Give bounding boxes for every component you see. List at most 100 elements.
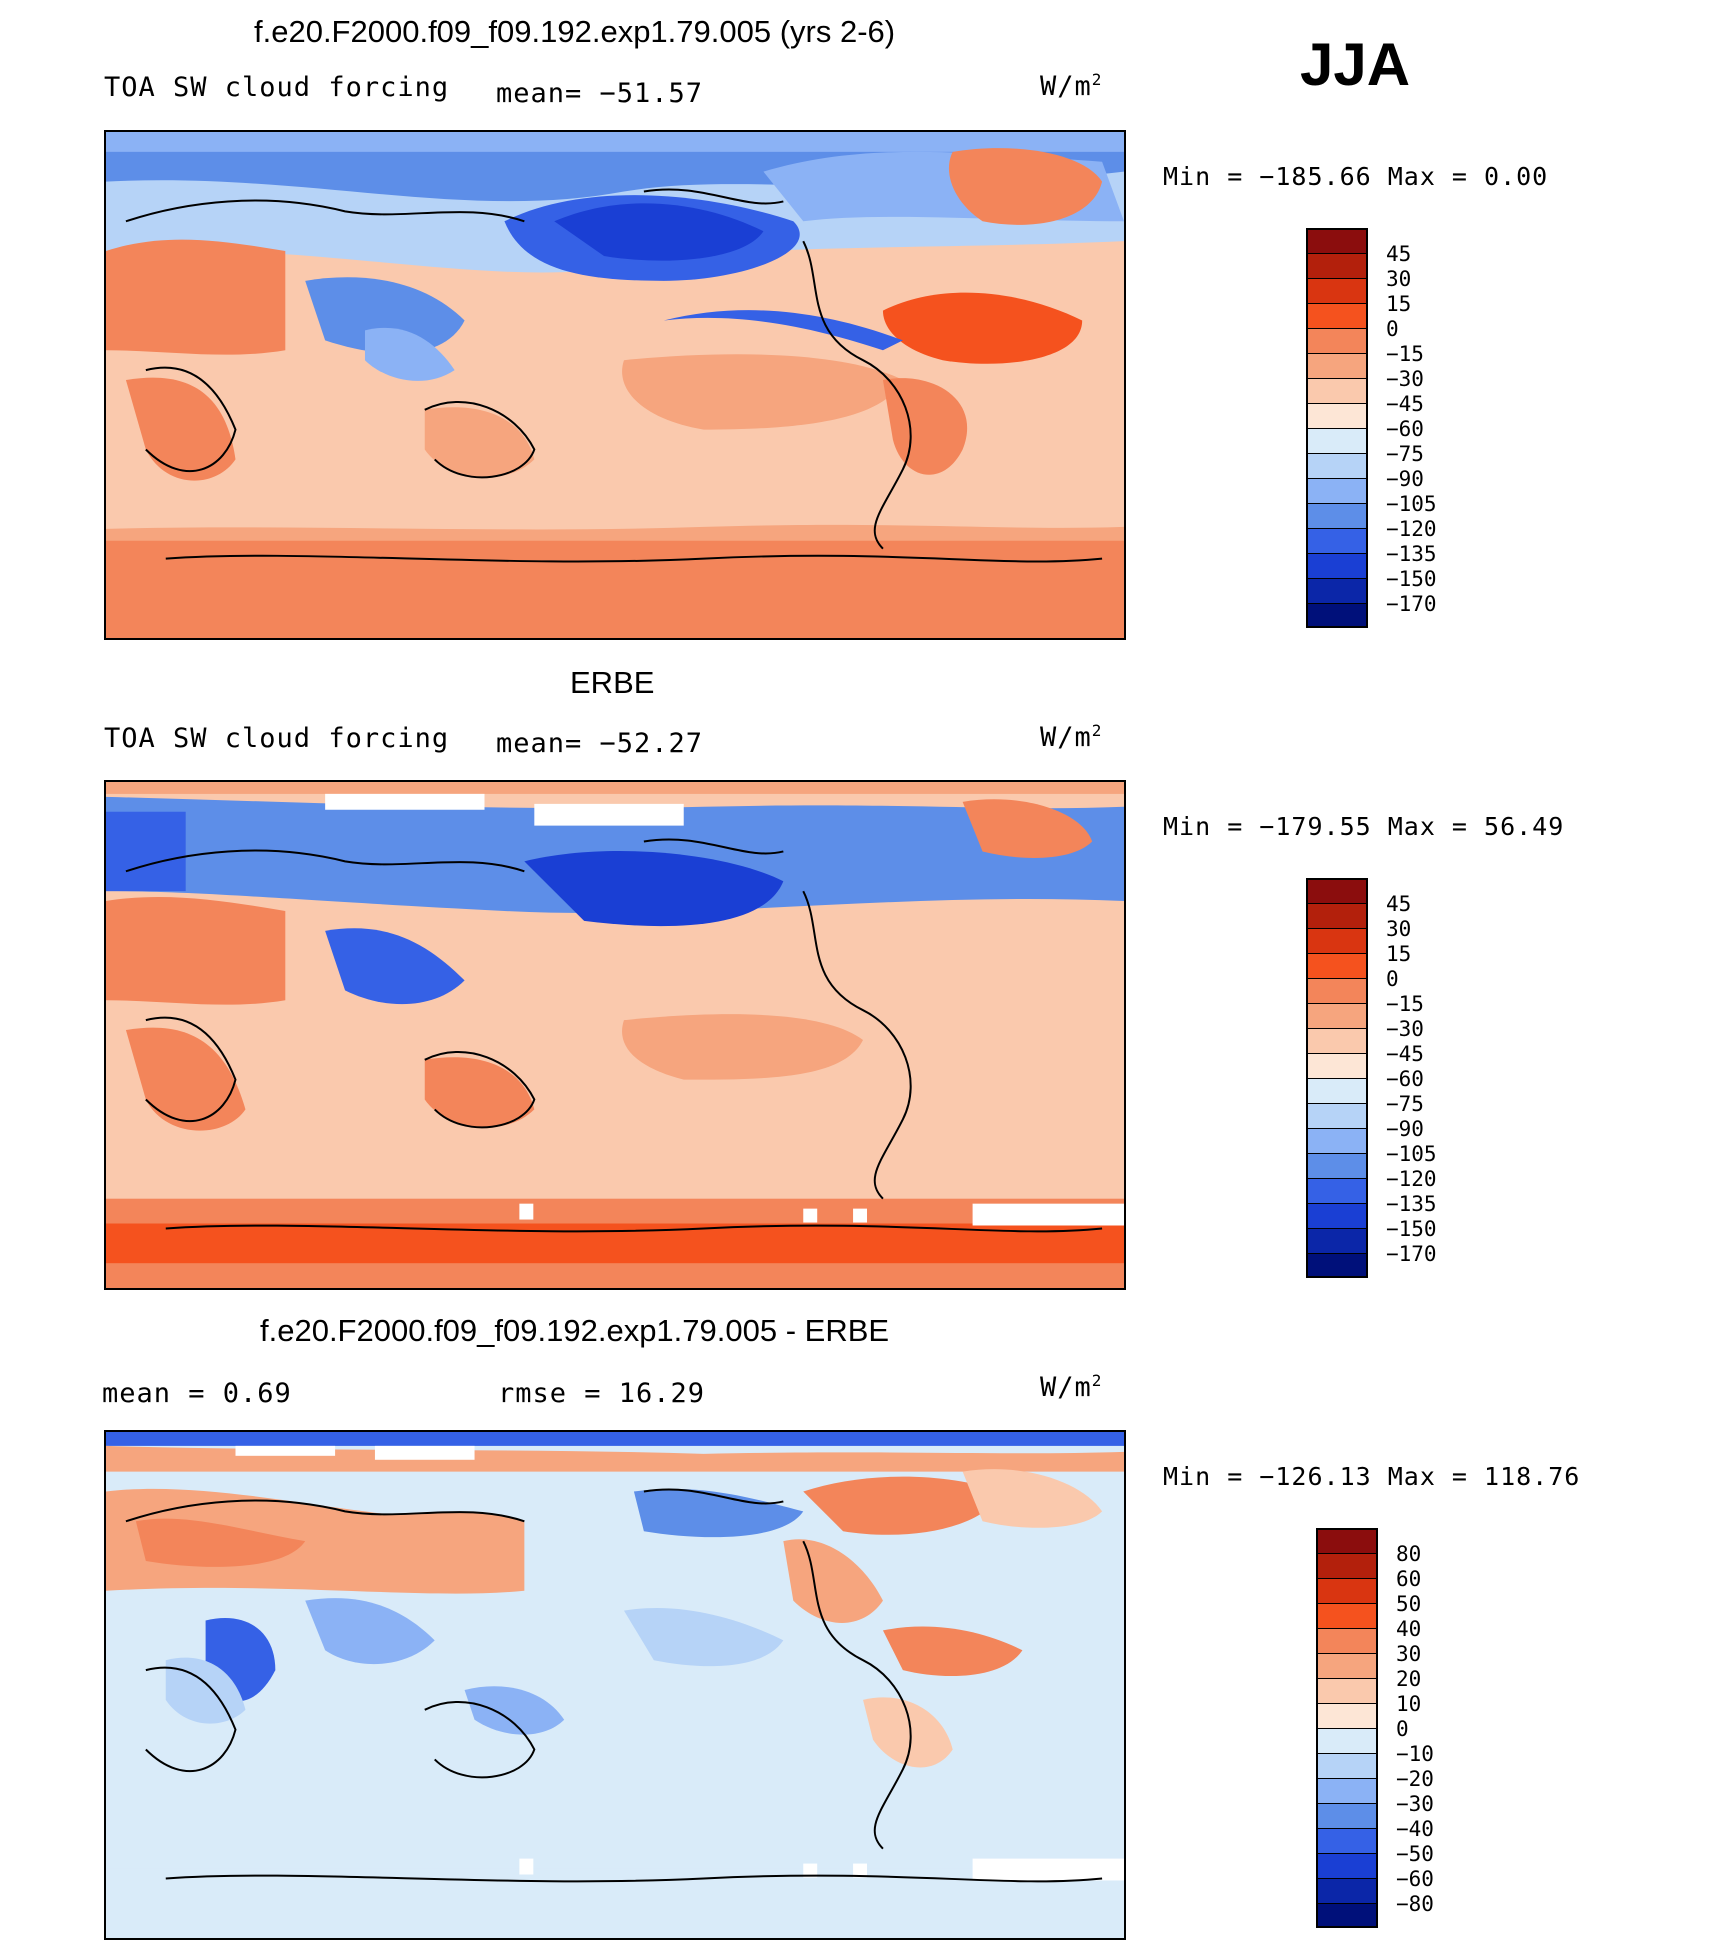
colorbar-swatch: [1306, 278, 1368, 303]
colorbar-tick-label: −90: [1386, 1117, 1424, 1141]
panel-1-minmax: Min = −185.66 Max = 0.00: [1163, 162, 1549, 191]
colorbar-tick-label: −105: [1386, 492, 1437, 516]
panel-2-variable-label: TOA SW cloud forcing: [104, 723, 450, 754]
colorbar-tick-label: −120: [1386, 1167, 1437, 1191]
colorbar-swatch: [1306, 428, 1368, 453]
panel-3-mean-label: mean = 0.69: [102, 1378, 292, 1409]
colorbar-swatch: [1306, 1128, 1368, 1153]
colorbar-tick-label: −75: [1386, 1092, 1424, 1116]
colorbar-swatch: [1306, 878, 1368, 903]
colorbar-swatch: [1306, 1153, 1368, 1178]
colorbar-tick-label: −75: [1386, 442, 1424, 466]
colorbar-tick-label: −20: [1396, 1767, 1434, 1791]
panel-1-title: f.e20.F2000.f09_f09.192.exp1.79.005 (yrs…: [254, 14, 896, 49]
colorbar-tick-label: 30: [1386, 917, 1412, 941]
panel-1-units: W/m2: [1040, 70, 1102, 102]
colorbar-swatch: [1316, 1578, 1378, 1603]
colorbar-tick-label: −60: [1396, 1867, 1434, 1891]
colorbar-tick-label: 30: [1386, 267, 1412, 291]
colorbar-tick-label: 10: [1396, 1692, 1422, 1716]
colorbar-tick-label: −150: [1386, 1217, 1437, 1241]
panel-2-mean-label: mean= −52.27: [496, 728, 704, 759]
panel-2-units: W/m2: [1040, 721, 1102, 753]
colorbar-swatch: [1306, 503, 1368, 528]
colorbar-swatch: [1316, 1653, 1378, 1678]
colorbar-tick-label: 0: [1386, 967, 1399, 991]
colorbar-tick-label: 30: [1396, 1642, 1422, 1666]
colorbar-swatch: [1316, 1828, 1378, 1853]
colorbar-swatch: [1306, 1028, 1368, 1053]
panel-3-map: [104, 1430, 1126, 1940]
colorbar-swatch: [1316, 1603, 1378, 1628]
colorbar-swatch: [1306, 403, 1368, 428]
colorbar-tick-label: 15: [1386, 942, 1412, 966]
colorbar-swatch: [1306, 1078, 1368, 1103]
colorbar-tick-label: −30: [1386, 367, 1424, 391]
colorbar-tick-label: −40: [1396, 1817, 1434, 1841]
colorbar-swatch: [1306, 378, 1368, 403]
colorbar-tick-label: −135: [1386, 542, 1437, 566]
colorbar-tick-label: −45: [1386, 1042, 1424, 1066]
colorbar-swatch: [1316, 1528, 1378, 1553]
colorbar-swatch: [1316, 1778, 1378, 1803]
panel-3-units: W/m2: [1040, 1371, 1102, 1403]
colorbar-tick-label: 0: [1386, 317, 1399, 341]
colorbar-swatch: [1316, 1878, 1378, 1903]
colorbar-swatch: [1316, 1553, 1378, 1578]
colorbar-swatch: [1306, 903, 1368, 928]
colorbar-tick-label: 45: [1386, 242, 1412, 266]
panel-1-units-base: W/m: [1040, 71, 1092, 102]
colorbar-swatch: [1306, 1053, 1368, 1078]
colorbar-swatch: [1316, 1703, 1378, 1728]
colorbar-tick-label: −50: [1396, 1842, 1434, 1866]
colorbar-swatch: [1316, 1803, 1378, 1828]
colorbar-swatch: [1306, 328, 1368, 353]
colorbar-swatch: [1306, 228, 1368, 253]
colorbar-tick-label: −170: [1386, 592, 1437, 616]
colorbar-swatch: [1306, 303, 1368, 328]
panel-2-title: ERBE: [570, 665, 655, 700]
panel-2-units-exp: 2: [1091, 721, 1103, 740]
colorbar-tick-label: −30: [1386, 1017, 1424, 1041]
colorbar-tick-label: −45: [1386, 392, 1424, 416]
panel-2-units-base: W/m: [1040, 722, 1092, 753]
panel-1-mean-label: mean= −51.57: [496, 78, 704, 109]
colorbar-tick-label: −170: [1386, 1242, 1437, 1266]
panel-1-variable-label: TOA SW cloud forcing: [104, 72, 450, 103]
colorbar-swatch: [1306, 1103, 1368, 1128]
panel-3-title: f.e20.F2000.f09_f09.192.exp1.79.005 - ER…: [260, 1313, 890, 1348]
colorbar-swatch: [1306, 1003, 1368, 1028]
colorbar-tick-label: 15: [1386, 292, 1412, 316]
colorbar-swatch: [1306, 603, 1368, 628]
colorbar-frame: [1306, 228, 1368, 628]
panel-1-map: [104, 130, 1126, 640]
colorbar-swatch: [1316, 1628, 1378, 1653]
panel-3-units-exp: 2: [1091, 1371, 1103, 1390]
colorbar-swatch: [1306, 1228, 1368, 1253]
colorbar-swatch: [1306, 253, 1368, 278]
panel-2-map: [104, 780, 1126, 1290]
colorbar-tick-label: −90: [1386, 467, 1424, 491]
colorbar-tick-label: −80: [1396, 1892, 1434, 1916]
colorbar-frame: [1306, 878, 1368, 1278]
colorbar-swatch: [1316, 1753, 1378, 1778]
colorbar-tick-label: 0: [1396, 1717, 1409, 1741]
colorbar-swatch: [1316, 1728, 1378, 1753]
colorbar-swatch: [1306, 1253, 1368, 1278]
colorbar-tick-label: 60: [1396, 1567, 1422, 1591]
colorbar-swatch: [1316, 1853, 1378, 1878]
colorbar-tick-label: 45: [1386, 892, 1412, 916]
panel-3-minmax: Min = −126.13 Max = 118.76: [1163, 1462, 1581, 1491]
colorbar-tick-label: −30: [1396, 1792, 1434, 1816]
colorbar-tick-label: −15: [1386, 992, 1424, 1016]
colorbar-tick-label: −135: [1386, 1192, 1437, 1216]
colorbar-tick-label: −15: [1386, 342, 1424, 366]
colorbar-tick-label: −150: [1386, 567, 1437, 591]
colorbar-swatch: [1316, 1678, 1378, 1703]
colorbar-swatch: [1306, 553, 1368, 578]
colorbar-tick-label: 20: [1396, 1667, 1422, 1691]
colorbar-swatch: [1306, 1178, 1368, 1203]
colorbar-swatch: [1306, 353, 1368, 378]
colorbar-swatch: [1306, 953, 1368, 978]
colorbar-swatch: [1306, 578, 1368, 603]
